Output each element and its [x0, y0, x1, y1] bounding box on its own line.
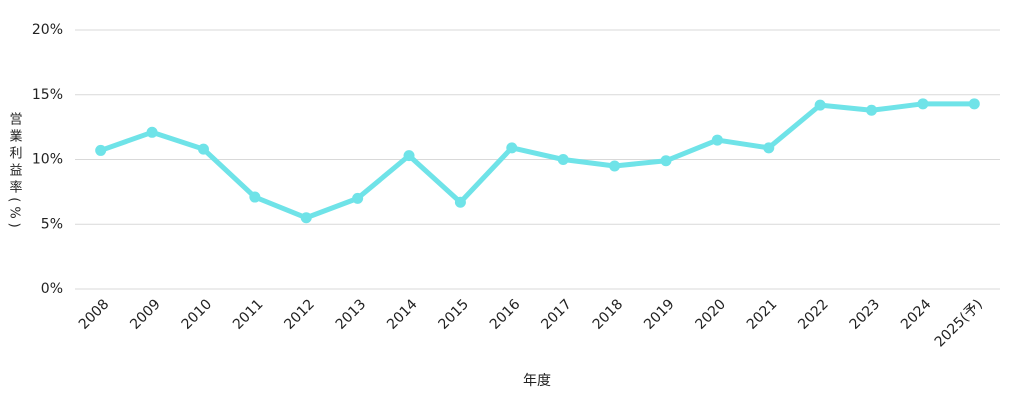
x-tick-label: 2024	[898, 296, 935, 333]
x-tick-label: 2019	[641, 296, 678, 333]
point	[454, 196, 466, 208]
x-tick-label: 2022	[795, 296, 832, 333]
point	[352, 192, 364, 204]
x-axis-label: 年度	[523, 373, 551, 389]
y-tick-label: 0%	[41, 281, 63, 297]
x-tick-label: 2014	[384, 296, 421, 333]
point	[609, 160, 621, 172]
point	[866, 104, 878, 116]
point	[660, 155, 672, 167]
x-tick-label: 2017	[538, 296, 575, 333]
point	[95, 144, 107, 156]
x-tick-label: 2018	[590, 296, 627, 333]
y-tick-label: 15%	[32, 87, 63, 103]
x-tick-label: 2012	[281, 296, 318, 333]
x-tick-label: 2021	[744, 296, 781, 333]
y-tick-label: 5%	[41, 216, 63, 232]
point	[197, 143, 209, 155]
point	[763, 142, 775, 154]
y-axis-label: 営業利益率(%)	[7, 112, 23, 232]
x-tick-label: 2015	[436, 296, 473, 333]
x-tick-label: 2013	[333, 296, 370, 333]
y-tick-label: 20%	[32, 22, 63, 38]
x-tick-label: 2023	[847, 296, 884, 333]
point	[814, 99, 826, 111]
x-tick-label: 2011	[230, 296, 267, 333]
point	[968, 98, 980, 110]
y-tick-label: 10%	[32, 152, 63, 168]
x-tick-label: 2020	[693, 296, 730, 333]
point	[403, 150, 415, 162]
point	[300, 212, 312, 224]
point	[711, 134, 723, 146]
x-tick-label: 2010	[179, 296, 216, 333]
x-tick-label: 2016	[487, 296, 524, 333]
point	[557, 154, 569, 165]
point	[249, 191, 261, 203]
x-tick-label: 2025(予)	[932, 296, 986, 350]
point	[506, 142, 518, 154]
line	[99, 101, 975, 221]
x-tick-label: 2008	[76, 296, 113, 333]
point	[917, 98, 929, 110]
point	[146, 126, 158, 138]
x-tick-label: 2009	[127, 296, 164, 333]
